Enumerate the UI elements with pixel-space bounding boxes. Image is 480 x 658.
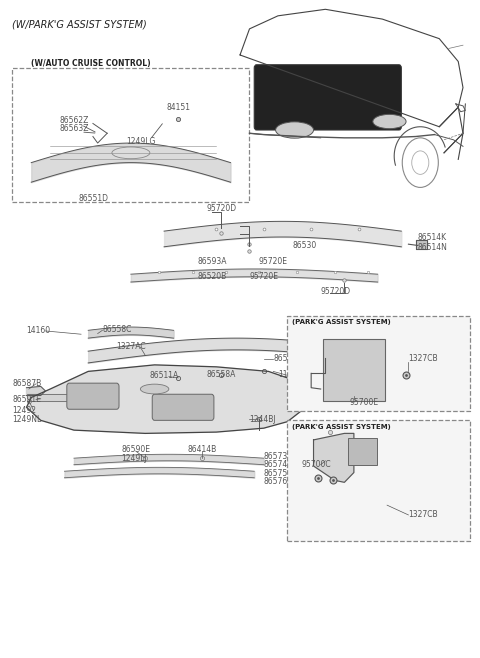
Text: 1249LJ: 1249LJ	[121, 453, 147, 463]
FancyBboxPatch shape	[323, 339, 384, 401]
Text: 95720D: 95720D	[321, 287, 351, 295]
FancyBboxPatch shape	[288, 316, 470, 411]
Text: 14160: 14160	[26, 326, 50, 336]
Text: 86514N: 86514N	[418, 243, 448, 252]
Text: 86574G: 86574G	[264, 460, 294, 469]
Text: 1327CB: 1327CB	[408, 511, 438, 519]
Polygon shape	[26, 386, 46, 395]
Text: 86558C: 86558C	[102, 324, 132, 334]
Text: 95720D: 95720D	[207, 204, 237, 213]
Polygon shape	[313, 434, 354, 482]
Text: 86591E: 86591E	[12, 395, 41, 404]
Ellipse shape	[140, 384, 169, 394]
Text: 86520B: 86520B	[197, 272, 227, 282]
Text: (PARK'G ASSIST SYSTEM): (PARK'G ASSIST SYSTEM)	[292, 319, 391, 325]
Polygon shape	[26, 365, 306, 434]
Text: (W/PARK'G ASSIST SYSTEM): (W/PARK'G ASSIST SYSTEM)	[12, 19, 147, 29]
Text: (PARK'G ASSIST SYSTEM): (PARK'G ASSIST SYSTEM)	[292, 424, 391, 430]
Text: 86558A: 86558A	[207, 370, 236, 379]
Text: 86511A: 86511A	[150, 372, 179, 380]
Text: 86563Z: 86563Z	[60, 124, 89, 132]
Text: 1129AE: 1129AE	[278, 370, 307, 379]
Text: 86551D: 86551D	[273, 354, 303, 363]
Text: 86414B: 86414B	[188, 445, 217, 454]
Text: 86587B: 86587B	[12, 379, 41, 388]
FancyBboxPatch shape	[288, 420, 470, 541]
Text: 86593A: 86593A	[197, 257, 227, 266]
Text: 95720E: 95720E	[250, 272, 278, 282]
Text: 1249LG: 1249LG	[126, 138, 156, 146]
Text: 95720E: 95720E	[259, 257, 288, 266]
FancyBboxPatch shape	[67, 383, 119, 409]
Text: 1249NL: 1249NL	[12, 415, 41, 424]
Text: 12492: 12492	[12, 406, 36, 415]
Ellipse shape	[276, 122, 313, 138]
Text: 86576A: 86576A	[264, 477, 293, 486]
FancyBboxPatch shape	[348, 438, 377, 465]
Text: 86530: 86530	[292, 241, 316, 250]
Text: 86575H: 86575H	[264, 468, 294, 478]
Ellipse shape	[112, 147, 150, 159]
Text: (W/AUTO CRUISE CONTROL): (W/AUTO CRUISE CONTROL)	[31, 59, 151, 68]
Text: 86551D: 86551D	[79, 194, 108, 203]
Text: 86514K: 86514K	[418, 233, 447, 242]
Text: 1327CB: 1327CB	[408, 354, 438, 363]
Ellipse shape	[373, 114, 406, 129]
Text: 86562Z: 86562Z	[60, 116, 89, 125]
Text: 1244BJ: 1244BJ	[250, 415, 276, 424]
Text: 95700E: 95700E	[349, 397, 378, 407]
FancyBboxPatch shape	[152, 394, 214, 420]
Text: 84151: 84151	[167, 103, 191, 113]
Text: 86590E: 86590E	[121, 445, 150, 454]
Text: 1249BD: 1249BD	[306, 342, 336, 351]
Text: 86573F: 86573F	[264, 452, 292, 461]
Text: 1327AC: 1327AC	[117, 342, 146, 351]
Text: 95700C: 95700C	[301, 460, 331, 469]
FancyBboxPatch shape	[254, 64, 401, 130]
